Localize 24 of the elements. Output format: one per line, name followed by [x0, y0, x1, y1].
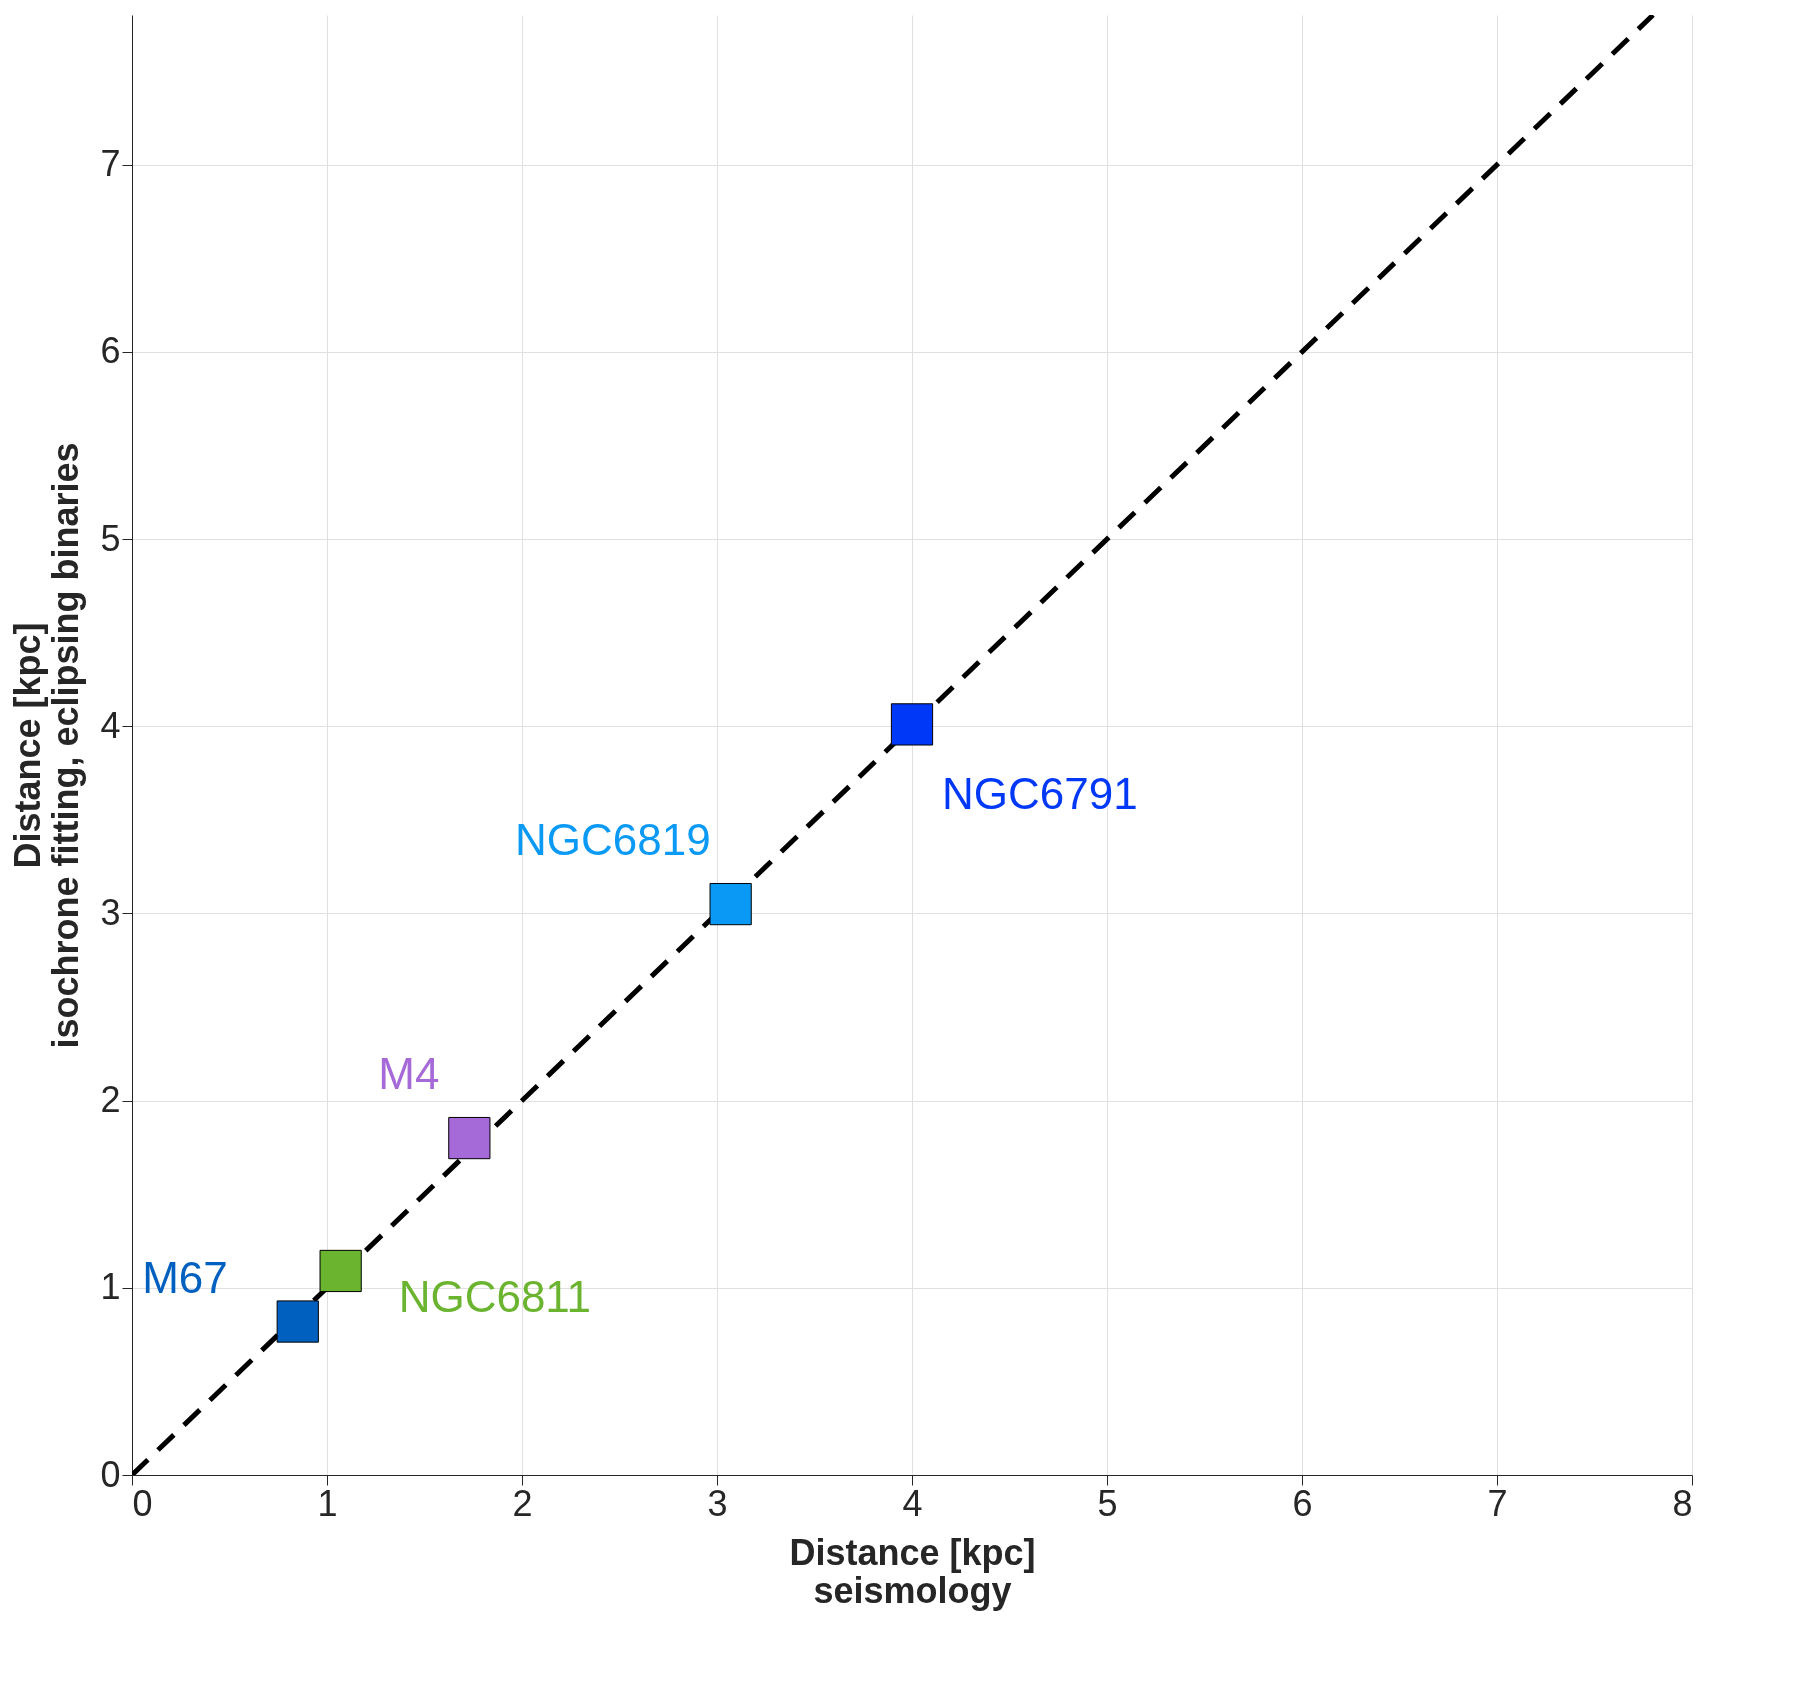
x-tick-label: 7 — [1487, 1482, 1508, 1524]
x-tick-label: 3 — [707, 1482, 728, 1524]
x-tick-label: 6 — [1292, 1482, 1313, 1524]
y-tick-label: 1 — [100, 1266, 121, 1308]
x-tick-label: 2 — [512, 1482, 533, 1524]
x-axis-title: Distance [kpc] seismology — [789, 1531, 1036, 1611]
x-tick-label: 4 — [902, 1482, 923, 1524]
x-tick-label: 0 — [132, 1482, 153, 1524]
series-label: NGC6811 — [398, 1271, 592, 1321]
series-label: NGC6791 — [942, 769, 1138, 819]
y-axis-title: Distance [kpc] isochrone fitting, eclipsing binaries — [7, 442, 87, 1049]
y-tick-label: 0 — [100, 1453, 121, 1495]
y-tick-label: 6 — [100, 330, 121, 372]
x-tick-label: 1 — [317, 1482, 338, 1524]
series-label: M67 — [142, 1252, 228, 1302]
x-tick-label: 5 — [1097, 1482, 1118, 1524]
y-tick-label: 7 — [100, 143, 121, 185]
y-tick-label: 3 — [100, 891, 121, 933]
y-tick-label: 4 — [100, 704, 121, 746]
series-label: M4 — [378, 1049, 440, 1099]
y-tick-label: 5 — [100, 517, 121, 559]
series-label: NGC6819 — [514, 815, 711, 865]
y-tick-label: 2 — [100, 1079, 121, 1121]
x-tick-label: 8 — [1672, 1482, 1693, 1524]
